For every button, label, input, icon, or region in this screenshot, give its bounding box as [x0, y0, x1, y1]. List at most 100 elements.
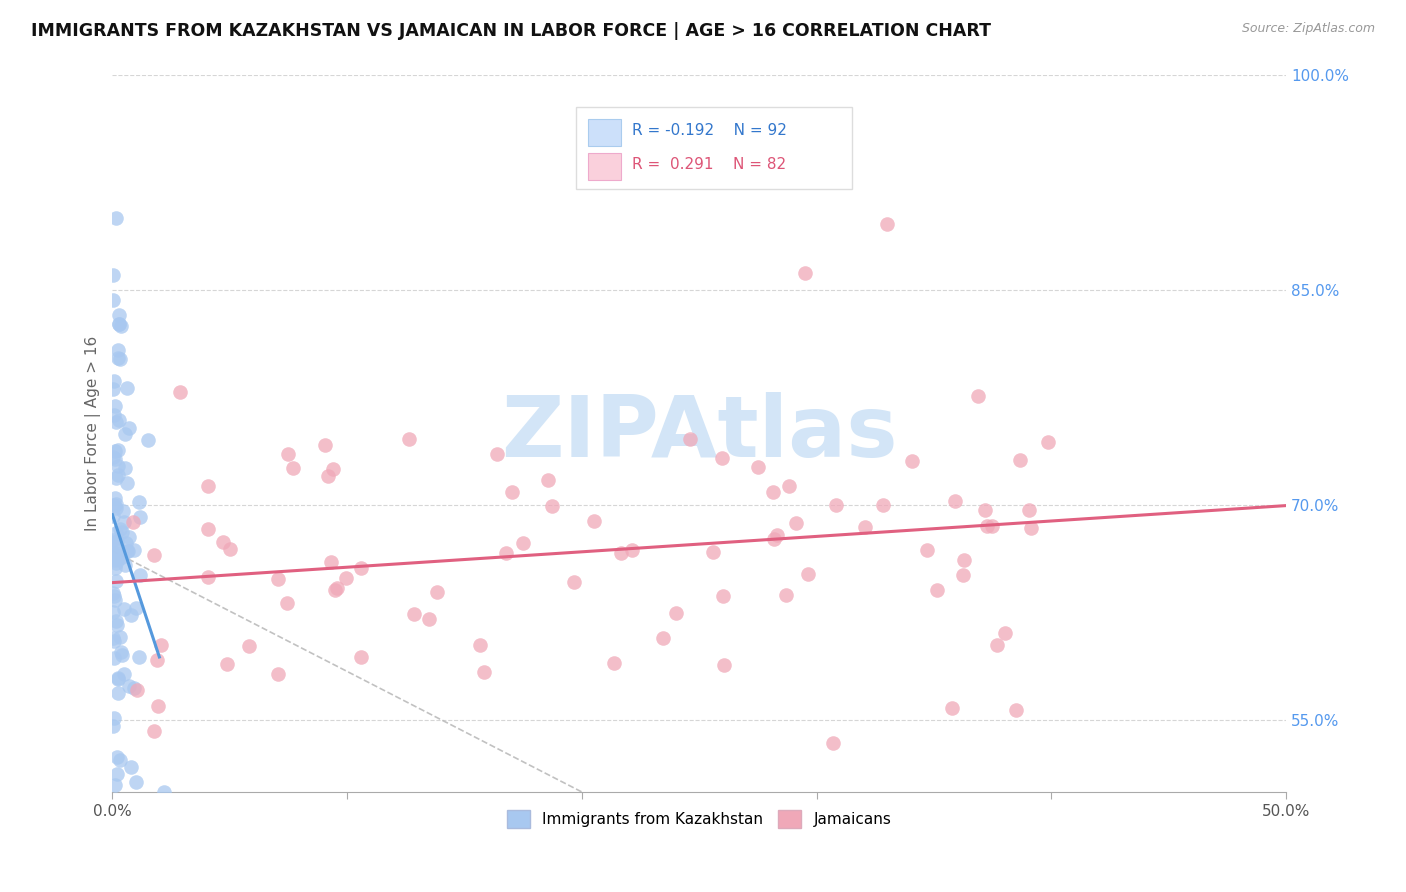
Point: [107, 686, 129, 700]
Point: [512, 535, 534, 549]
Point: [785, 516, 807, 530]
Point: [350, 649, 373, 664]
Point: [101, 268, 124, 282]
Point: [197, 522, 219, 536]
Point: [122, 515, 145, 529]
Point: [101, 382, 124, 396]
Point: [101, 533, 124, 548]
Point: [610, 546, 633, 560]
Point: [110, 318, 132, 333]
Point: [267, 666, 290, 681]
Point: [103, 374, 125, 388]
Point: [105, 618, 128, 632]
Point: [110, 645, 132, 659]
Point: [953, 553, 976, 567]
Legend: Immigrants from Kazakhstan, Jamaicans: Immigrants from Kazakhstan, Jamaicans: [501, 804, 897, 835]
Point: [111, 648, 134, 662]
Point: [101, 586, 124, 600]
Point: [103, 632, 125, 646]
Point: [104, 500, 127, 515]
Point: [316, 469, 339, 483]
Point: [105, 415, 128, 429]
Point: [426, 585, 449, 599]
Point: [468, 638, 491, 652]
Point: [825, 498, 848, 512]
Point: [114, 461, 136, 475]
Point: [112, 666, 135, 681]
Point: [974, 503, 997, 517]
Point: [104, 471, 127, 485]
Point: [149, 638, 172, 652]
Point: [495, 546, 517, 560]
Point: [128, 650, 150, 665]
Point: [105, 614, 128, 628]
Point: [104, 556, 127, 570]
Point: [101, 549, 124, 563]
Point: [1021, 521, 1043, 535]
Point: [118, 421, 141, 435]
Point: [103, 450, 125, 464]
Point: [778, 479, 800, 493]
Point: [129, 568, 152, 582]
Point: [104, 592, 127, 607]
Text: R =  0.291    N = 82: R = 0.291 N = 82: [633, 157, 786, 171]
Point: [652, 631, 675, 645]
Y-axis label: In Labor Force | Age > 16: In Labor Force | Age > 16: [86, 335, 101, 531]
Point: [775, 588, 797, 602]
Point: [143, 548, 166, 562]
Point: [105, 497, 128, 511]
Point: [104, 443, 127, 458]
Point: [218, 542, 240, 557]
Point: [108, 318, 131, 332]
Point: [876, 217, 898, 231]
Point: [104, 491, 127, 506]
Point: [125, 601, 148, 615]
Point: [713, 658, 735, 673]
Point: [104, 452, 127, 467]
Text: Source: ZipAtlas.com: Source: ZipAtlas.com: [1241, 22, 1375, 36]
Point: [925, 582, 948, 597]
Point: [125, 775, 148, 789]
Point: [314, 438, 336, 452]
Point: [118, 680, 141, 694]
Point: [326, 581, 349, 595]
Point: [103, 651, 125, 665]
Point: [115, 381, 138, 395]
Point: [101, 719, 124, 733]
Point: [665, 606, 688, 620]
Point: [105, 750, 128, 764]
Point: [125, 683, 148, 698]
Point: [943, 494, 966, 508]
Point: [501, 485, 523, 500]
Point: [111, 524, 134, 539]
Point: [267, 572, 290, 586]
Point: [872, 498, 894, 512]
Point: [966, 388, 988, 402]
Point: [238, 639, 260, 653]
Point: [112, 515, 135, 529]
Point: [118, 530, 141, 544]
Point: [107, 413, 129, 427]
Point: [1005, 703, 1028, 717]
Point: [603, 656, 626, 670]
Point: [901, 454, 924, 468]
Point: [112, 504, 135, 518]
Point: [103, 589, 125, 603]
Point: [980, 519, 1002, 533]
Point: [104, 399, 127, 413]
Point: [153, 785, 176, 799]
Point: [122, 681, 145, 695]
Point: [952, 567, 974, 582]
Point: [711, 451, 734, 466]
Point: [108, 753, 131, 767]
Point: [136, 433, 159, 447]
Point: [105, 535, 128, 549]
Point: [169, 385, 191, 400]
Point: [104, 211, 127, 226]
Point: [146, 653, 169, 667]
Point: [197, 569, 219, 583]
Point: [112, 602, 135, 616]
Point: [104, 778, 127, 792]
Point: [537, 473, 560, 487]
Point: [101, 605, 124, 619]
